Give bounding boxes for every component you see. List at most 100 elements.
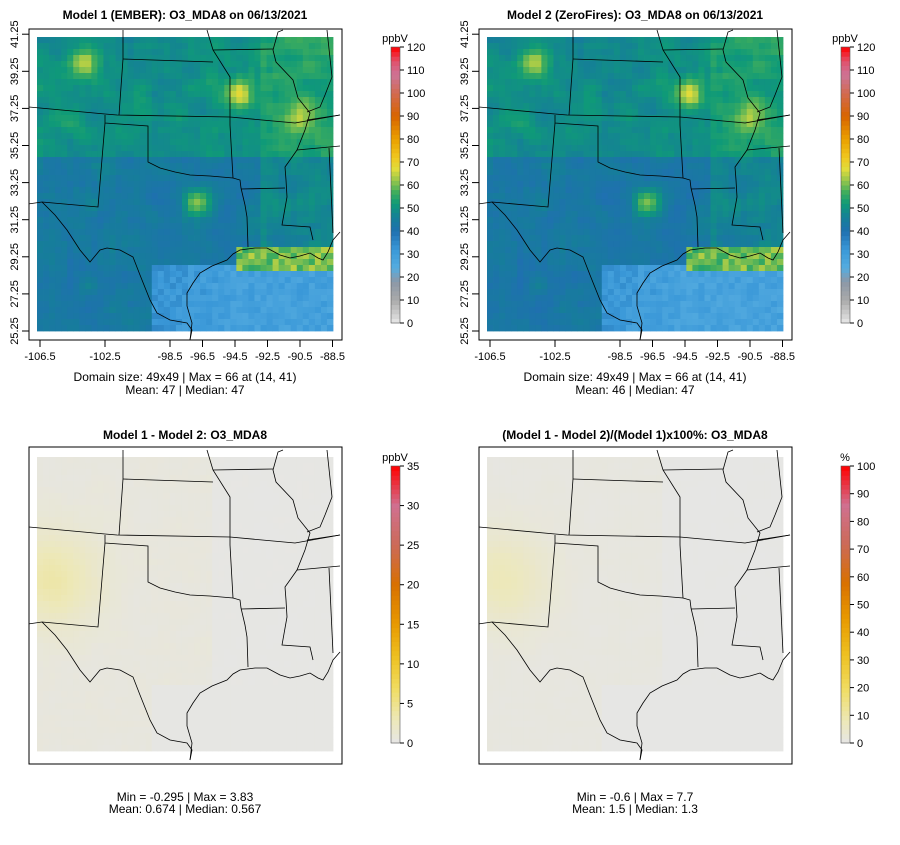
grid-cell <box>584 133 590 139</box>
grid-cell <box>723 199 729 205</box>
grid-cell <box>67 157 73 163</box>
grid-cell <box>493 241 499 247</box>
grid-cell <box>236 79 242 85</box>
grid-cell <box>511 211 517 217</box>
grid-cell <box>321 103 327 109</box>
grid-cell <box>505 115 511 121</box>
grid-cell <box>79 139 85 145</box>
grid-cell <box>61 115 67 121</box>
grid-cell <box>327 157 333 163</box>
grid-cell <box>590 97 596 103</box>
grid-cell <box>547 295 553 301</box>
grid-cell <box>49 169 55 175</box>
grid-cell <box>200 259 206 265</box>
grid-cell <box>303 235 309 241</box>
grid-cell <box>511 151 517 157</box>
grid-cell <box>517 259 523 265</box>
grid-cell <box>493 211 499 217</box>
grid-cell <box>164 247 170 253</box>
grid-cell <box>729 55 735 61</box>
grid-cell <box>723 271 729 277</box>
grid-cell <box>547 85 553 91</box>
grid-cell <box>67 247 73 253</box>
grid-cell <box>596 37 602 43</box>
grid-cell <box>674 229 680 235</box>
grid-cell <box>566 235 572 241</box>
grid-cell <box>297 73 303 79</box>
grid-cell <box>158 295 164 301</box>
colorbar-tick-label: 10 <box>407 295 419 307</box>
grid-cell <box>285 229 291 235</box>
grid-cell <box>650 127 656 133</box>
grid-cell <box>680 319 686 325</box>
grid-cell <box>704 73 710 79</box>
grid-cell <box>230 37 236 43</box>
grid-cell <box>632 163 638 169</box>
grid-cell <box>128 169 134 175</box>
grid-cell <box>698 301 704 307</box>
grid-cell <box>717 199 723 205</box>
grid-cell <box>541 313 547 319</box>
grid-cell <box>638 217 644 223</box>
colorbar-tick-label: 40 <box>407 226 419 238</box>
grid-cell <box>584 175 590 181</box>
grid-cell <box>572 229 578 235</box>
grid-cell <box>559 55 565 61</box>
grid-cell <box>704 187 710 193</box>
grid-cell <box>309 121 315 127</box>
grid-cell <box>608 97 614 103</box>
grid-cell <box>656 181 662 187</box>
grid-cell <box>122 79 128 85</box>
grid-cell <box>644 199 650 205</box>
grid-cell <box>267 277 273 283</box>
grid-cell <box>517 283 523 289</box>
grid-cell <box>242 211 248 217</box>
grid-cell <box>596 277 602 283</box>
grid-cell <box>608 121 614 127</box>
grid-cell <box>692 133 698 139</box>
grid-cell <box>753 283 759 289</box>
grid-cell <box>632 193 638 199</box>
grid-cell <box>140 175 146 181</box>
grid-cell <box>230 103 236 109</box>
grid-cell <box>109 37 115 43</box>
grid-cell <box>43 271 49 277</box>
grid-cell <box>753 73 759 79</box>
grid-cell <box>49 271 55 277</box>
grid-cell <box>686 217 692 223</box>
grid-cell <box>584 301 590 307</box>
grid-cell <box>602 169 608 175</box>
stats-line-2: Mean: 46 | Median: 47 <box>575 383 695 397</box>
grid-cell <box>122 271 128 277</box>
grid-cell <box>741 247 747 253</box>
grid-cell <box>67 259 73 265</box>
grid-cell <box>97 109 103 115</box>
grid-cell <box>553 289 559 295</box>
grid-cell <box>297 115 303 121</box>
grid-cell <box>291 205 297 211</box>
grid-cell <box>680 67 686 73</box>
grid-cell <box>686 241 692 247</box>
grid-cell <box>759 91 765 97</box>
grid-cell <box>771 73 777 79</box>
grid-cell <box>109 175 115 181</box>
grid-cell <box>170 325 176 331</box>
grid-cell <box>79 313 85 319</box>
grid-cell <box>49 319 55 325</box>
grid-cell <box>91 265 97 271</box>
grid-cell <box>49 115 55 121</box>
grid-cell <box>662 115 668 121</box>
grid-cell <box>140 217 146 223</box>
grid-cell <box>723 205 729 211</box>
grid-cell <box>741 115 747 121</box>
grid-cell <box>777 253 783 259</box>
grid-cell <box>747 169 753 175</box>
grid-cell <box>747 307 753 313</box>
grid-cell <box>79 301 85 307</box>
grid-cell <box>55 49 61 55</box>
grid-cell <box>122 91 128 97</box>
grid-cell <box>650 229 656 235</box>
colorbar-tick-label: 120 <box>407 42 425 54</box>
grid-cell <box>723 301 729 307</box>
grid-cell <box>626 277 632 283</box>
